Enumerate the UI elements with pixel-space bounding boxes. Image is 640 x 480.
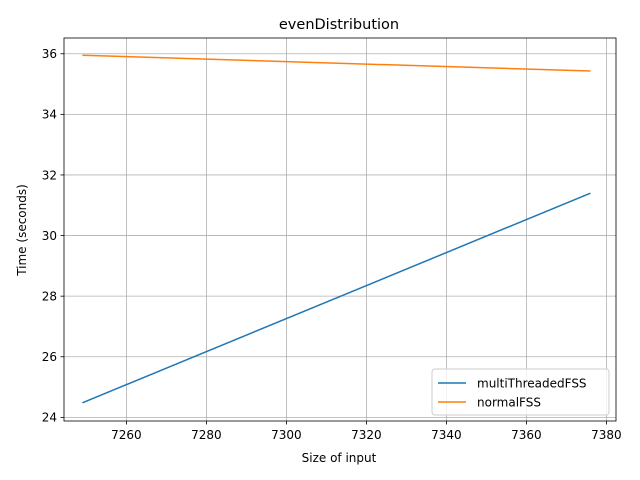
plot-frame bbox=[63, 37, 617, 422]
series-line-multiThreadedFSS bbox=[82, 192, 591, 404]
y-tick-label: 32 bbox=[42, 168, 57, 182]
legend: multiThreadedFSS normalFSS bbox=[431, 368, 610, 416]
x-tick-label: 7300 bbox=[271, 428, 302, 442]
chart-title: evenDistribution bbox=[279, 17, 399, 33]
x-tick-label: 7280 bbox=[191, 428, 222, 442]
x-tick-label: 7340 bbox=[431, 428, 462, 442]
x-tick-label: 7380 bbox=[591, 428, 622, 442]
legend-box bbox=[431, 368, 610, 416]
x-tick-label: 7260 bbox=[111, 428, 142, 442]
series-layer bbox=[82, 54, 591, 404]
x-tick-label: 7320 bbox=[351, 428, 382, 442]
y-tick-label: 36 bbox=[42, 47, 57, 61]
y-tick-label: 30 bbox=[42, 229, 57, 243]
y-tick-label: 24 bbox=[42, 411, 57, 425]
y-tick-label: 26 bbox=[42, 350, 57, 364]
grid bbox=[64, 38, 616, 421]
x-axis-label: Size of input bbox=[302, 451, 377, 465]
y-tick-label: 28 bbox=[42, 289, 57, 303]
series-line-normalFSS bbox=[82, 54, 591, 72]
axes-ticks: 7260 7280 7300 7320 7340 7360 7380 24 26 28 30 32 34… bbox=[42, 47, 622, 442]
legend-label: multiThreadedFSS bbox=[477, 376, 587, 390]
legend-label: normalFSS bbox=[477, 395, 541, 409]
y-tick-label: 34 bbox=[42, 108, 57, 122]
y-axis-label: Time (seconds) bbox=[15, 184, 29, 277]
x-tick-label: 7360 bbox=[511, 428, 542, 442]
